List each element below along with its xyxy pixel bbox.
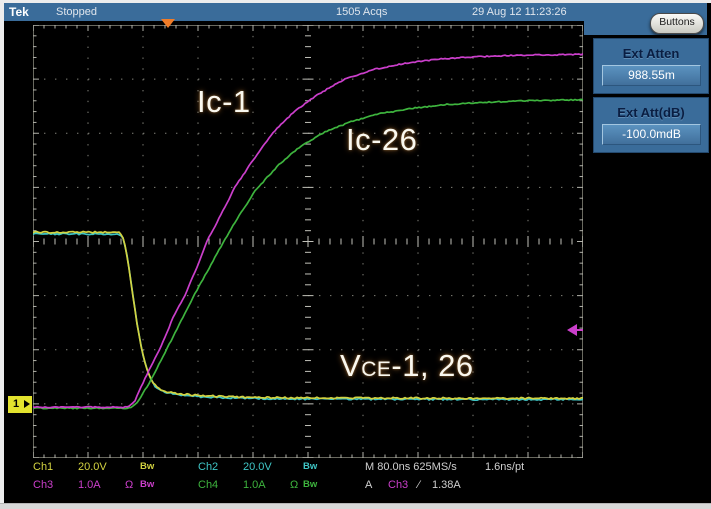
ch1-label: Ch1 xyxy=(33,461,54,473)
ext-att-db-panel: Ext Att(dB) -100.0mdB xyxy=(593,97,709,153)
acquisition-status: Stopped xyxy=(56,6,97,18)
ch3-coupling-icon: Ω xyxy=(125,479,134,491)
ext-att-db-value[interactable]: -100.0mdB xyxy=(602,124,701,145)
timebase-readout: M 80.0ns 625MS/s xyxy=(365,461,457,473)
resolution-readout: 1.6ns/pt xyxy=(485,461,525,473)
ch3-bw-icon: Bw xyxy=(140,479,155,490)
ch4-coupling-icon: Ω xyxy=(290,479,299,491)
tek-logo: Tek xyxy=(9,5,29,19)
ch3-label: Ch3 xyxy=(33,479,54,491)
right-header-bar: Buttons xyxy=(584,3,707,35)
trigger-position-icon[interactable] xyxy=(160,19,175,28)
ch2-bw-icon: Bw xyxy=(303,461,318,472)
label-ic-26: Ic-26 xyxy=(346,122,418,157)
ch1-scale: 20.0V xyxy=(78,461,107,473)
ch4-scale: 1.0A xyxy=(243,479,266,491)
photo-border-top xyxy=(0,0,711,3)
ext-att-db-label: Ext Att(dB) xyxy=(617,105,685,120)
trigger-slope-icon: ∕ xyxy=(418,479,420,491)
buttons-button[interactable]: Buttons xyxy=(650,13,704,34)
label-vce-1-26: VCE-1, 26 xyxy=(340,348,474,383)
ch3-scale: 1.0A xyxy=(78,479,101,491)
label-ic-1: Ic-1 xyxy=(197,84,251,119)
photo-border-bottom xyxy=(0,503,711,509)
waveform-graticule xyxy=(33,25,583,458)
trigger-mode: A xyxy=(365,479,373,491)
trigger-level-icon[interactable] xyxy=(567,324,583,337)
ch2-label: Ch2 xyxy=(198,461,219,473)
title-bar: Tek Stopped 1505 Acqs 29 Aug 12 11:23:26 xyxy=(4,3,584,21)
trigger-source: Ch3 xyxy=(388,479,409,491)
ch1-bw-icon: Bw xyxy=(140,461,155,472)
ext-atten-panel: Ext Atten 988.55m xyxy=(593,38,709,94)
acquisition-count: 1505 Acqs xyxy=(336,6,388,18)
channel1-ground-badge[interactable]: 1 xyxy=(8,395,32,413)
ch4-bw-icon: Bw xyxy=(303,479,318,490)
ch2-scale: 20.0V xyxy=(243,461,272,473)
photo-border-left xyxy=(0,0,4,509)
ch4-label: Ch4 xyxy=(198,479,219,491)
trigger-level-readout: 1.38A xyxy=(432,479,461,491)
datetime: 29 Aug 12 11:23:26 xyxy=(472,6,567,18)
ext-atten-value[interactable]: 988.55m xyxy=(602,65,701,86)
ext-atten-label: Ext Atten xyxy=(622,46,680,61)
